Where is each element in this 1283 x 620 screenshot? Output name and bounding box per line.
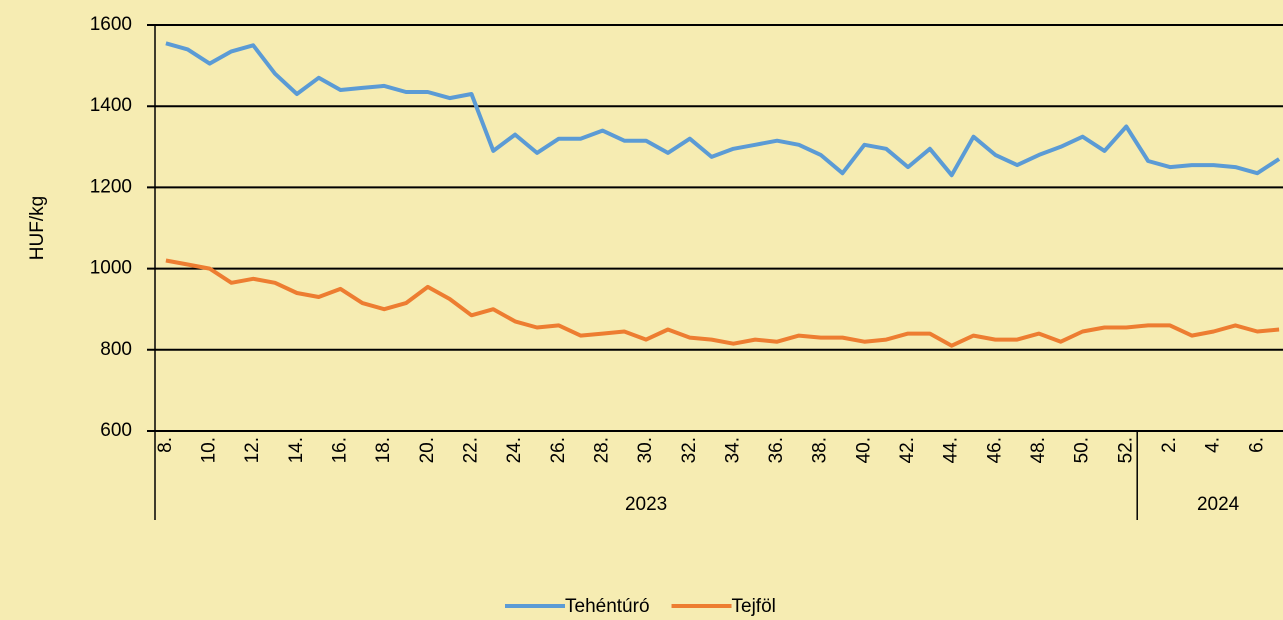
x-tick-label: 30. (635, 437, 656, 463)
x-tick-label: 32. (679, 437, 700, 463)
x-tick-label: 28. (591, 437, 612, 463)
x-tick-label: 24. (504, 437, 525, 463)
x-tick-label: 10. (199, 437, 220, 463)
y-tick-label: 800 (100, 339, 132, 360)
series-line (165, 41, 1281, 178)
x-tick-label: 18. (373, 437, 394, 463)
x-tick-label: 6. (1246, 437, 1267, 453)
y-axis-label: HUF/kg (27, 196, 48, 260)
legend-label: Tejföl (732, 596, 776, 617)
x-tick-label: 40. (853, 437, 874, 463)
y-tick-label: 1200 (90, 176, 132, 197)
x-tick-label: 42. (897, 437, 918, 463)
y-tick-label: 600 (100, 420, 132, 441)
series-line (165, 258, 1280, 348)
x-group-label: 2024 (1197, 494, 1240, 515)
x-tick-label: 44. (941, 437, 962, 463)
y-tick-label: 1400 (90, 95, 132, 116)
x-tick-label: 20. (417, 437, 438, 463)
x-tick-label: 12. (242, 437, 263, 463)
legend: Tehéntúró Tejföl (505, 596, 776, 617)
x-tick-label: 36. (766, 437, 787, 463)
x-group-label: 2023 (625, 494, 667, 515)
x-tick-label: 48. (1028, 437, 1049, 463)
x-tick-label: 22. (461, 437, 482, 463)
x-tick-label: 46. (984, 437, 1005, 463)
x-tick-label: 52. (1115, 437, 1136, 463)
x-tick-label: 16. (330, 437, 351, 463)
x-tick-label: 8. (155, 437, 176, 453)
x-tick-label: 4. (1203, 437, 1224, 453)
x-tick-label: 50. (1072, 437, 1093, 463)
x-tick-label: 38. (810, 437, 831, 463)
legend-label: Tehéntúró (565, 596, 650, 617)
y-tick-label: 1600 (90, 14, 132, 35)
y-tick-label: 1000 (90, 258, 132, 279)
x-tick-label: 2. (1159, 437, 1180, 453)
x-tick-label: 26. (548, 437, 569, 463)
x-tick-label: 34. (722, 437, 743, 463)
x-tick-label: 14. (286, 437, 307, 463)
